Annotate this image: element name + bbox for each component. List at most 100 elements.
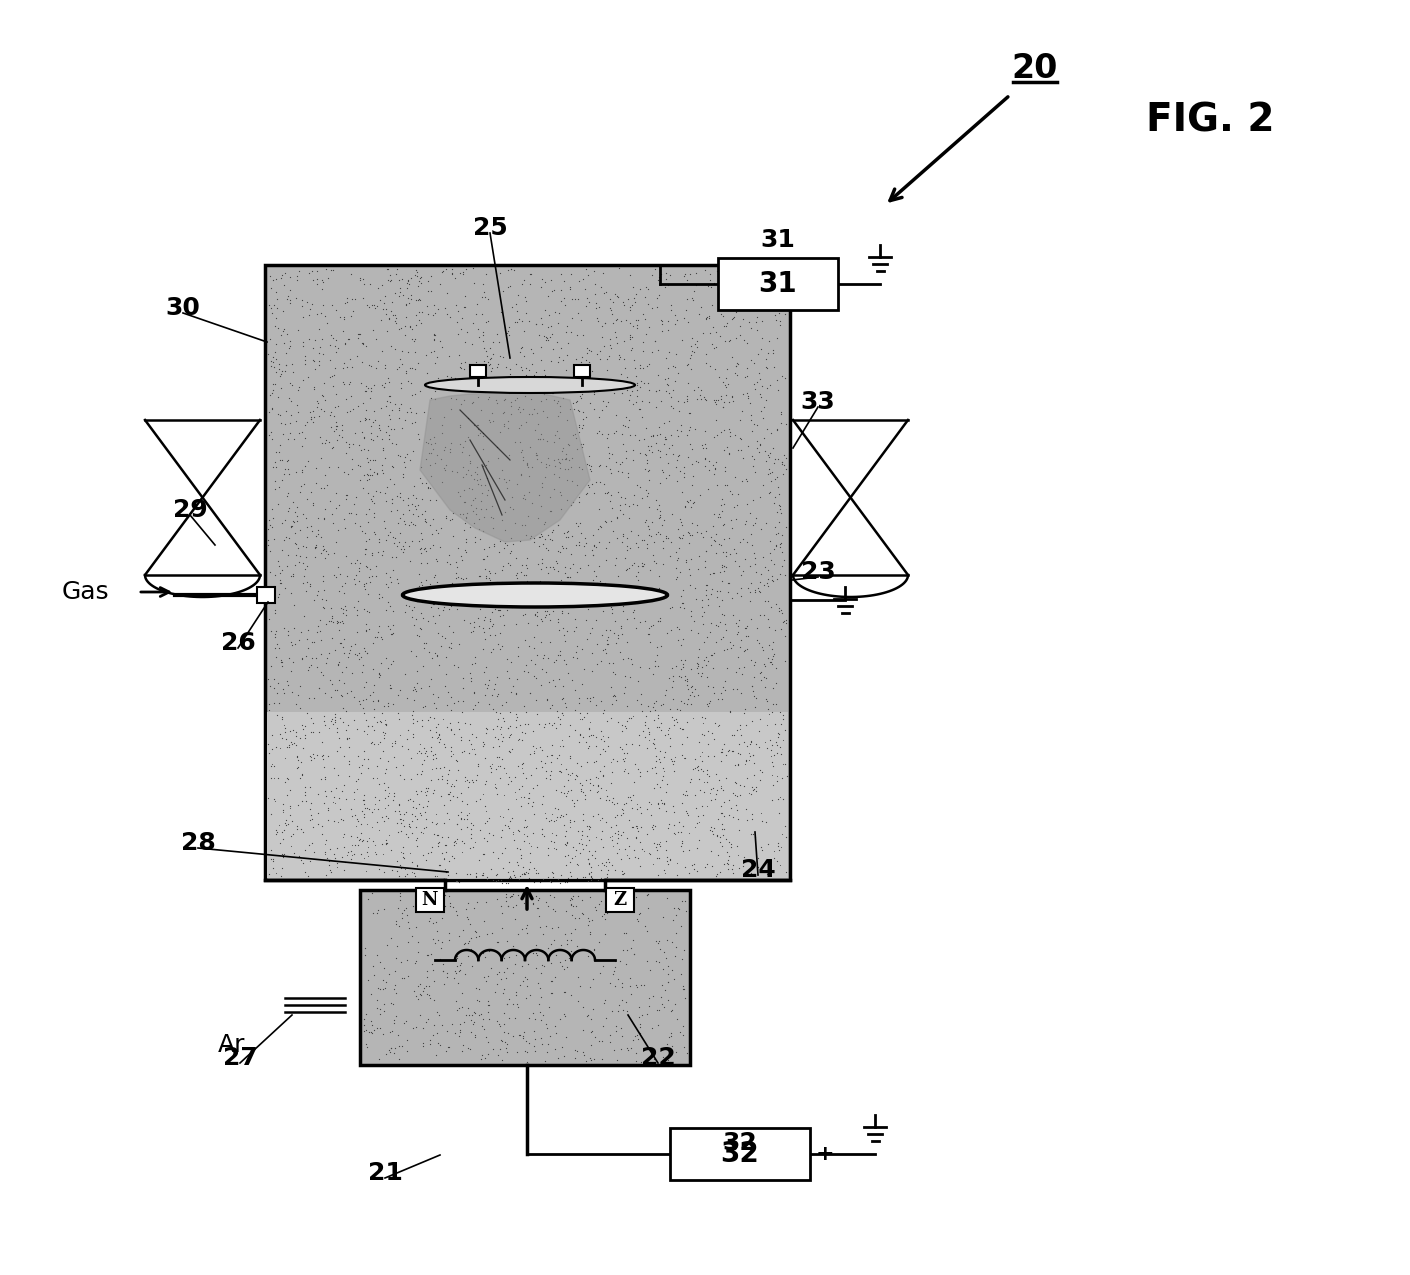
Point (539, 576, 561, 597)
Point (649, 752, 671, 773)
Point (592, 263, 615, 283)
Point (292, 853, 314, 873)
Point (529, 917, 551, 937)
Point (455, 864, 478, 885)
Point (592, 283, 615, 303)
Point (262, 347, 285, 367)
Point (286, 270, 309, 291)
Point (568, 773, 591, 793)
Point (460, 734, 482, 755)
Point (512, 752, 534, 773)
Point (660, 395, 682, 416)
Point (697, 696, 719, 717)
Point (670, 416, 692, 436)
Point (764, 468, 787, 488)
Point (718, 572, 740, 593)
Point (581, 910, 603, 931)
Point (670, 514, 692, 534)
Point (262, 458, 285, 478)
Point (475, 566, 498, 586)
Point (570, 523, 592, 543)
Point (695, 353, 718, 374)
Point (340, 306, 362, 326)
Point (656, 831, 678, 852)
Point (275, 354, 298, 375)
Point (578, 711, 601, 732)
Point (603, 283, 626, 303)
Point (292, 572, 314, 593)
Point (307, 803, 330, 824)
Point (682, 342, 705, 362)
Point (746, 320, 768, 340)
Point (688, 746, 711, 766)
Point (619, 667, 642, 687)
Point (368, 711, 391, 732)
Point (458, 360, 481, 380)
Point (398, 551, 420, 571)
Point (388, 866, 410, 886)
Point (389, 803, 412, 824)
Point (477, 1031, 499, 1052)
Point (768, 601, 791, 621)
Point (309, 337, 331, 357)
Point (556, 785, 578, 806)
Point (430, 1015, 453, 1035)
Point (516, 975, 539, 996)
Point (733, 732, 756, 752)
Point (699, 820, 722, 840)
Point (612, 884, 634, 904)
Point (567, 821, 589, 842)
Point (422, 913, 444, 933)
Point (268, 570, 290, 590)
Point (646, 717, 668, 737)
Point (439, 810, 461, 830)
Point (344, 487, 367, 507)
Point (405, 952, 427, 973)
Point (673, 1025, 695, 1046)
Point (578, 340, 601, 361)
Point (389, 507, 412, 528)
Point (602, 964, 625, 984)
Point (334, 333, 357, 353)
Point (588, 374, 611, 394)
Point (626, 474, 649, 495)
Point (486, 974, 509, 994)
Point (424, 389, 447, 409)
Point (728, 858, 750, 878)
Point (319, 335, 341, 356)
Point (426, 836, 448, 857)
Point (664, 747, 687, 768)
Point (591, 326, 613, 347)
Point (704, 530, 726, 551)
Point (708, 688, 730, 709)
Point (711, 557, 733, 578)
Point (309, 769, 331, 789)
Point (336, 599, 358, 620)
Point (774, 754, 797, 774)
Point (381, 547, 403, 567)
Point (326, 416, 348, 436)
Point (410, 620, 433, 640)
Point (708, 504, 730, 524)
Point (475, 657, 498, 677)
Point (619, 312, 642, 333)
Point (697, 746, 719, 766)
Point (381, 560, 403, 580)
Point (305, 648, 327, 668)
Point (371, 586, 393, 607)
Point (712, 606, 735, 626)
Point (632, 530, 654, 551)
Point (489, 639, 512, 659)
Point (317, 611, 340, 631)
Point (667, 426, 689, 446)
Point (667, 445, 689, 465)
Point (495, 472, 517, 492)
Point (609, 737, 632, 757)
Point (347, 592, 369, 612)
Point (440, 686, 462, 706)
Point (276, 769, 299, 789)
Point (557, 770, 580, 790)
Point (657, 956, 680, 977)
Point (334, 518, 357, 538)
Point (416, 983, 439, 1003)
